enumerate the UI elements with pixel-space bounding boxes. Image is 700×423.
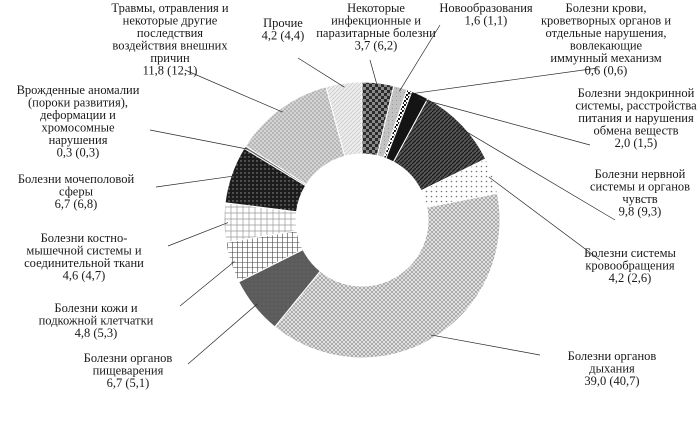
leader-line-13	[297, 57, 345, 88]
leader-line-7	[187, 303, 258, 365]
slice-label-line: дыхания	[589, 362, 635, 376]
slice-label-line: Болезни нервной	[595, 167, 686, 181]
slice-label-line: Болезни эндокринной	[578, 86, 695, 100]
slice-label-line: 0,3 (0,3)	[57, 146, 100, 160]
slice-label-line: паразитарные болезни	[316, 26, 436, 40]
slice-label-11: Врожденные аномалии (пороки развития), деф…	[17, 83, 140, 160]
slice-label-line: Болезни костно-	[41, 231, 128, 245]
slice-label-line: причин	[150, 51, 190, 65]
slice-label-line: некоторые другие	[123, 14, 218, 28]
slice-label-line: 4,2 (2,6)	[609, 271, 652, 285]
leader-line-0	[369, 59, 378, 87]
slice-label-line: 4,2 (4,4)	[262, 29, 305, 43]
slice-label-line: вовлекающие	[570, 39, 643, 53]
slice-label-line: инфекционные и	[331, 14, 421, 28]
slice-label-line: 3,7 (6,2)	[355, 39, 398, 53]
slice-label-line: Болезни органов	[84, 351, 173, 365]
slice-label-line: питания и нарушения	[578, 111, 694, 125]
slice-label-line: подкожной клетчатки	[39, 314, 154, 328]
slice-label-line: иммунный механизм	[550, 51, 661, 65]
leader-line-2	[408, 67, 599, 95]
slice-label-line: 9,8 (9,3)	[619, 205, 662, 219]
slice-label-line: пищеварения	[93, 364, 164, 378]
slice-label-line: Новообразования	[439, 1, 533, 15]
slice-label-line: Болезни системы	[584, 246, 676, 260]
leader-line-11	[149, 129, 249, 150]
slice-label-line: Болезни крови,	[566, 1, 647, 15]
donut-hole	[296, 154, 428, 286]
slice-label-line: Болезни мочеполовой	[18, 172, 135, 186]
slice-label-line: сферы	[59, 185, 94, 199]
slice-label-line: соединительной ткани	[24, 256, 144, 270]
slice-label-line: 4,8 (5,3)	[75, 326, 118, 340]
slice-label-line: 0,6 (0,6)	[585, 64, 628, 78]
slice-label-line: 4,6 (4,7)	[63, 269, 106, 283]
slice-label-line: 39,0 (40,7)	[584, 374, 639, 388]
slice-label-7: Болезни органов пищеварения 6,7 (5,1)	[84, 351, 173, 390]
leader-line-12	[184, 69, 283, 113]
slice-label-line: системы, расстройства	[575, 99, 697, 113]
slice-label-line: (пороки развития),	[28, 96, 128, 110]
slice-label-4: Болезни нервной системы и органов чувств 9,…	[590, 167, 690, 219]
slice-label-line: кроветворных органов и	[541, 14, 671, 28]
slice-label-13: Прочие 4,2 (4,4)	[262, 16, 305, 43]
leader-line-8	[179, 261, 235, 307]
slice-label-10: Болезни мочеполовой сферы 6,7 (6,8)	[18, 172, 135, 211]
leader-line-10	[155, 175, 236, 188]
slice-label-line: Прочие	[263, 16, 303, 30]
leader-line-1	[399, 24, 441, 92]
slice-label-line: Некоторые	[347, 1, 405, 15]
slice-label-line: деформации и	[40, 108, 116, 122]
slice-label-8: Болезни кожи и подкожной клетчатки 4,8 (5,…	[39, 301, 154, 340]
slice-label-line: 6,7 (5,1)	[107, 376, 150, 390]
slice-label-line: Болезни кожи и	[54, 301, 137, 315]
leader-line-4	[458, 126, 616, 221]
slice-label-1: Новообразования 1,6 (1,1)	[439, 1, 533, 28]
slice-label-line: обмена веществ	[593, 124, 678, 138]
slice-label-0: Некоторые инфекционные и паразитарные боле…	[316, 1, 436, 53]
slice-label-9: Болезни костно-мышечной системы и соедини…	[24, 231, 144, 283]
slice-label-line: Травмы, отравления и	[111, 1, 228, 15]
slice-label-6: Болезни органов дыхания 39,0 (40,7)	[568, 349, 657, 388]
slice-label-line: Болезни органов	[568, 349, 657, 363]
slice-label-12: Травмы, отравления и некоторые другие посл…	[111, 1, 228, 78]
slice-label-5: Болезни системы кровообращения 4,2 (2,6)	[584, 246, 676, 285]
leader-line-3	[418, 98, 591, 146]
slice-label-line: 2,0 (1,5)	[615, 136, 658, 150]
slice-label-line: 1,6 (1,1)	[465, 14, 508, 28]
slice-label-line: кровообращения	[585, 259, 675, 273]
slice-label-2: Болезни крови, кроветворных органов и отде…	[541, 1, 671, 78]
slice-label-line: системы и органов	[590, 180, 690, 194]
slice-label-line: Врожденные аномалии	[17, 83, 140, 97]
slice-label-line: воздействия внешних	[112, 39, 228, 53]
slice-label-line: мышечной системы и	[26, 244, 141, 258]
slice-label-3: Болезни эндокринной системы, расстройства…	[575, 86, 697, 150]
slice-label-line: нарушения	[49, 133, 108, 147]
leader-line-9	[167, 222, 229, 247]
slice-label-line: отдельные нарушения,	[546, 26, 667, 40]
leader-line-6	[430, 334, 541, 356]
slice-label-line: 6,7 (6,8)	[55, 197, 98, 211]
slice-label-line: последствия	[137, 26, 203, 40]
leader-line-5	[488, 176, 601, 261]
slice-label-line: чувств	[622, 192, 657, 206]
slice-label-line: 11,8 (12,1)	[143, 64, 198, 78]
slice-label-line: хромосомные	[41, 121, 115, 135]
